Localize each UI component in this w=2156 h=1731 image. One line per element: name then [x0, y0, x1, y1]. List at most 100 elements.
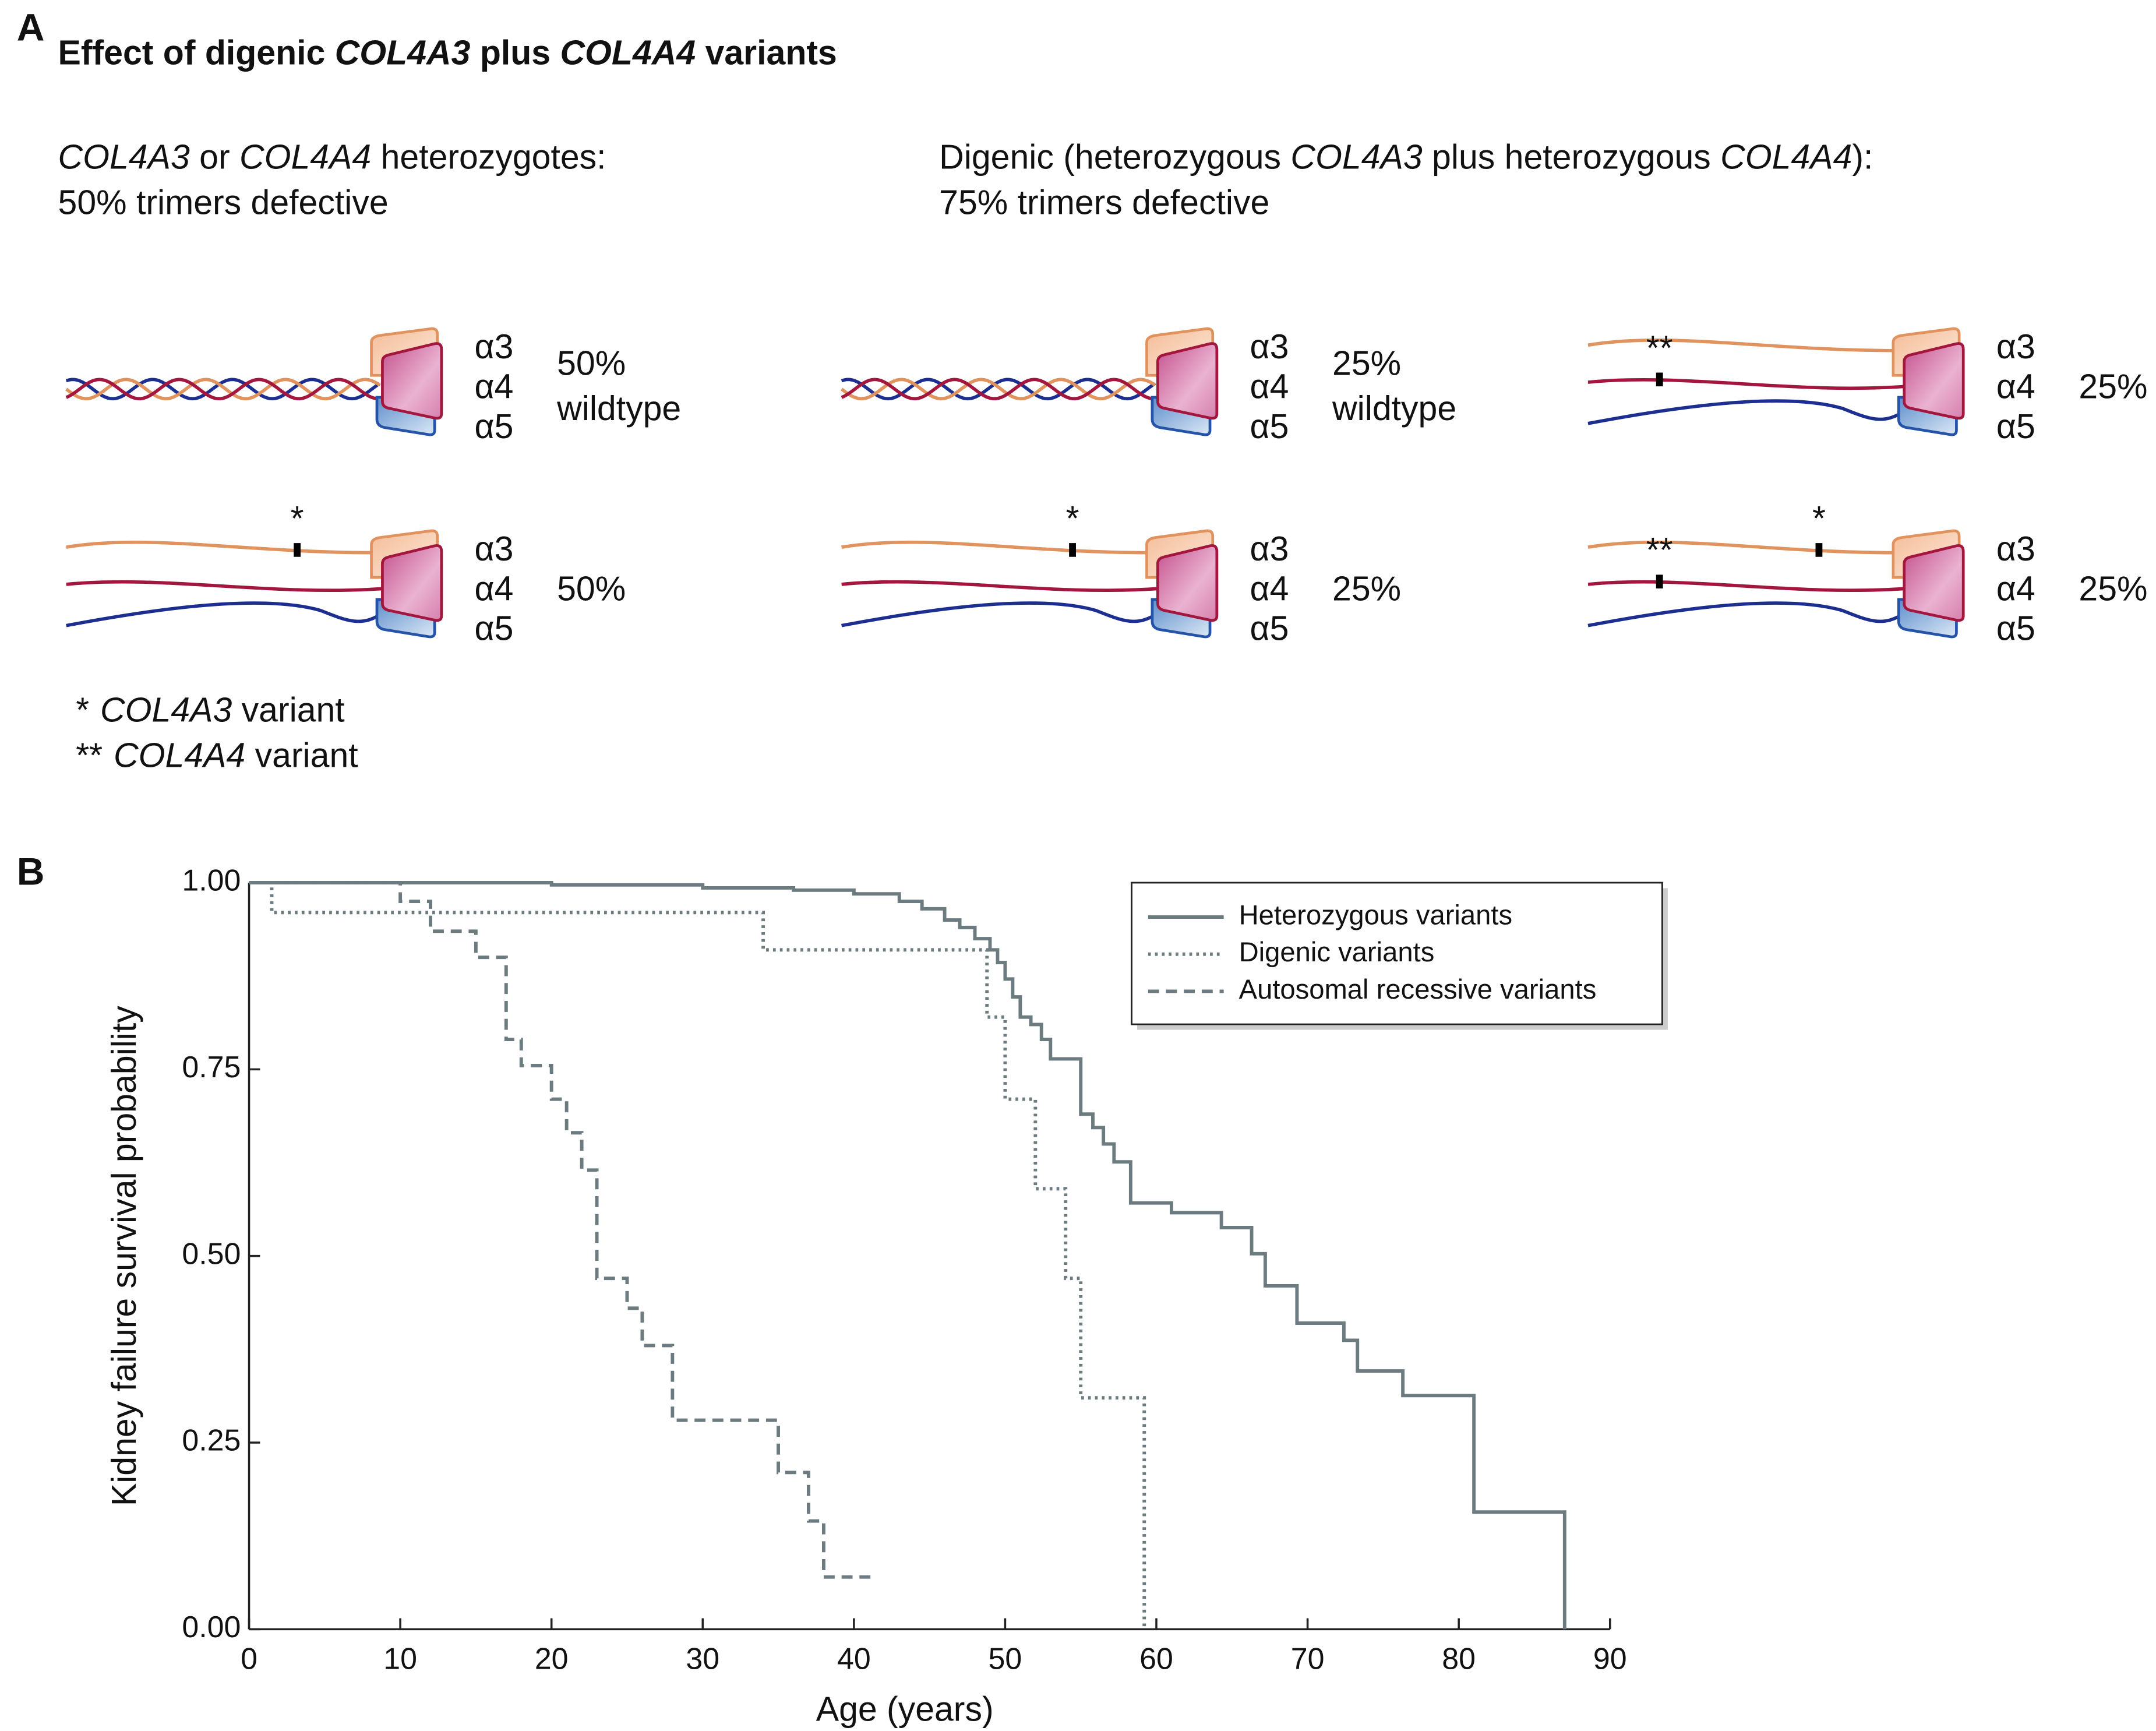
- chain: [1587, 580, 1907, 593]
- y-tick-label: 1.00: [182, 864, 241, 898]
- chain-label: α4: [475, 367, 514, 406]
- chain-label: α5: [1996, 609, 2035, 648]
- chain-label: α4: [1996, 569, 2035, 608]
- variant-symbol: *: [1812, 499, 1826, 538]
- trimer-label: 25%: [1332, 344, 1401, 382]
- nc1-alpha4: [1156, 544, 1219, 622]
- x-tick-label: 80: [1442, 1642, 1476, 1676]
- legend-label: Autosomal recessive variants: [1239, 974, 1597, 1005]
- legend-label: Heterozygous variants: [1239, 900, 1512, 930]
- x-tick-label: 20: [535, 1642, 569, 1676]
- trimer-label: 25%: [1332, 569, 1401, 608]
- survival-curve: [249, 881, 874, 1579]
- chain: [841, 378, 1156, 401]
- nc1-alpha4: [1156, 342, 1219, 420]
- group-heading-part: COL4A3: [58, 138, 190, 176]
- panel-title-part: COL4A3: [335, 33, 471, 72]
- variant-marker: [1656, 372, 1663, 387]
- chain: [1587, 601, 1906, 627]
- group-heading: Digenic (heterozygous COL4A3 plus hetero…: [939, 138, 1873, 176]
- chain-label: α3: [1996, 530, 2035, 568]
- survival-curve: [249, 881, 1566, 1630]
- y-tick-label: 0.75: [182, 1050, 241, 1084]
- chain-label: α4: [1250, 367, 1289, 406]
- variant-symbol: *: [1066, 499, 1079, 538]
- chain-label: α5: [1996, 407, 2035, 446]
- variant-legend-symbol: **: [76, 736, 103, 774]
- chain: [841, 378, 1155, 401]
- chain-label: α5: [475, 407, 514, 446]
- chain: [66, 540, 376, 555]
- variant-marker: [1815, 543, 1823, 557]
- chain-label: α3: [475, 530, 514, 568]
- variant-marker: [1069, 543, 1076, 557]
- chain: [841, 580, 1161, 593]
- variant-marker: [294, 543, 301, 557]
- trimer-label: wildtype: [556, 389, 681, 428]
- chain: [1587, 540, 1897, 555]
- panel-title-part: variants: [696, 33, 837, 72]
- variant-legend-part: variant: [245, 736, 358, 774]
- chain-label: α5: [1250, 609, 1289, 648]
- variant-legend: ** COL4A4 variant: [76, 736, 358, 774]
- chain: [840, 378, 1156, 401]
- group-heading-part: or: [190, 138, 239, 176]
- chain: [65, 378, 380, 401]
- group-heading: 50% trimers defective: [58, 183, 389, 221]
- chain: [1587, 338, 1897, 352]
- panel-letter: A: [17, 6, 45, 49]
- variant-symbol: **: [1646, 531, 1673, 569]
- y-tick-label: 0.25: [182, 1424, 241, 1458]
- chain-label: α5: [475, 609, 514, 648]
- x-tick-label: 40: [837, 1642, 871, 1676]
- y-axis-label: Kidney failure survival probability: [105, 1006, 143, 1506]
- group-heading-part: COL4A3: [1290, 138, 1422, 176]
- x-tick-label: 90: [1593, 1642, 1627, 1676]
- x-axis-label: Age (years): [816, 1690, 994, 1729]
- group-heading-part: 75% trimers defective: [939, 183, 1269, 221]
- chain: [65, 378, 381, 401]
- group-heading-part: heterozygotes:: [371, 138, 606, 176]
- nc1-alpha4: [381, 342, 443, 420]
- nc1-alpha4: [1903, 342, 1965, 420]
- chain: [841, 540, 1151, 555]
- variant-legend-part: COL4A4: [114, 736, 245, 774]
- chain-label: α4: [1250, 569, 1289, 608]
- trimer-label: 50%: [557, 569, 626, 608]
- trimer-label: 25%: [2079, 569, 2147, 608]
- y-tick-label: 0.50: [182, 1237, 241, 1271]
- group-heading-part: plus heterozygous: [1423, 138, 1721, 176]
- trimer-label: 25%: [2079, 367, 2147, 406]
- chain-label: α4: [475, 569, 514, 608]
- panel-title-part: COL4A4: [560, 33, 696, 72]
- chain: [65, 378, 381, 401]
- trimer-label: wildtype: [1332, 389, 1456, 428]
- panel-letter: B: [17, 850, 45, 893]
- variant-legend-symbol: *: [76, 690, 89, 729]
- chain: [66, 580, 386, 593]
- group-heading: COL4A3 or COL4A4 heterozygotes:: [58, 138, 606, 176]
- panel-title: Effect of digenic COL4A3 plus COL4A4 var…: [58, 33, 837, 72]
- legend-label: Digenic variants: [1239, 937, 1435, 968]
- chain: [1587, 399, 1906, 425]
- legend-box: [1131, 882, 1663, 1025]
- group-heading-part: COL4A4: [1720, 138, 1852, 176]
- chain-label: α3: [475, 327, 514, 366]
- group-heading-part: Digenic (heterozygous: [939, 138, 1290, 176]
- variant-legend: * COL4A3 variant: [76, 690, 345, 729]
- x-tick-label: 30: [686, 1642, 719, 1676]
- trimer-label: 50%: [557, 344, 626, 382]
- group-heading-part: 50% trimers defective: [58, 183, 389, 221]
- survival-curve: [249, 881, 1146, 1630]
- group-heading-part: COL4A4: [239, 138, 371, 176]
- nc1-alpha4: [1903, 544, 1965, 622]
- variant-marker: [1656, 574, 1663, 588]
- x-tick-label: 10: [383, 1642, 417, 1676]
